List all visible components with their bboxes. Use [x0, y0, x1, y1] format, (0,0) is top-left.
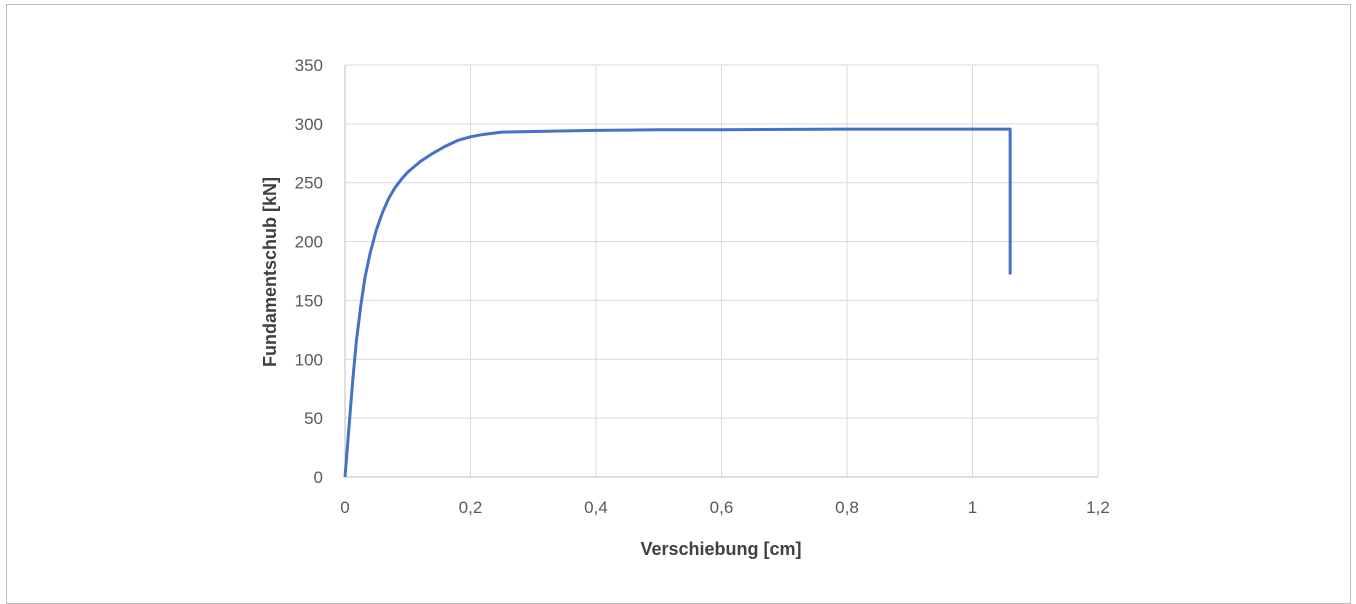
chart-frame — [6, 4, 1351, 604]
x-tick-label: 1,2 — [1086, 498, 1110, 517]
y-tick-label: 250 — [295, 174, 323, 193]
y-tick-label: 300 — [295, 115, 323, 134]
x-tick-label: 0,2 — [459, 498, 483, 517]
x-tick-label: 0,8 — [835, 498, 859, 517]
x-tick-labels: 0 0,2 0,4 0,6 0,8 1 1,2 — [340, 498, 1110, 517]
series-line-1 — [343, 127, 1012, 478]
y-tick-label: 350 — [295, 56, 323, 75]
x-tick-label: 1 — [968, 498, 977, 517]
grid — [345, 64, 1099, 477]
y-tick-label: 200 — [295, 233, 323, 252]
x-tick-label: 0,4 — [584, 498, 608, 517]
y-tick-labels: 0 50 100 150 200 250 300 350 — [295, 56, 323, 487]
x-tick-label: 0 — [340, 498, 349, 517]
y-tick-label: 0 — [314, 468, 323, 487]
series — [343, 127, 1012, 478]
x-tick-label: 0,6 — [710, 498, 734, 517]
y-tick-label: 50 — [304, 409, 323, 428]
y-tick-label: 150 — [295, 291, 323, 310]
axes — [344, 65, 1098, 478]
x-axis-title: Verschiebung [cm] — [640, 539, 801, 559]
y-axis-title: Fundamentschub [kN] — [260, 177, 280, 367]
y-tick-label: 100 — [295, 350, 323, 369]
